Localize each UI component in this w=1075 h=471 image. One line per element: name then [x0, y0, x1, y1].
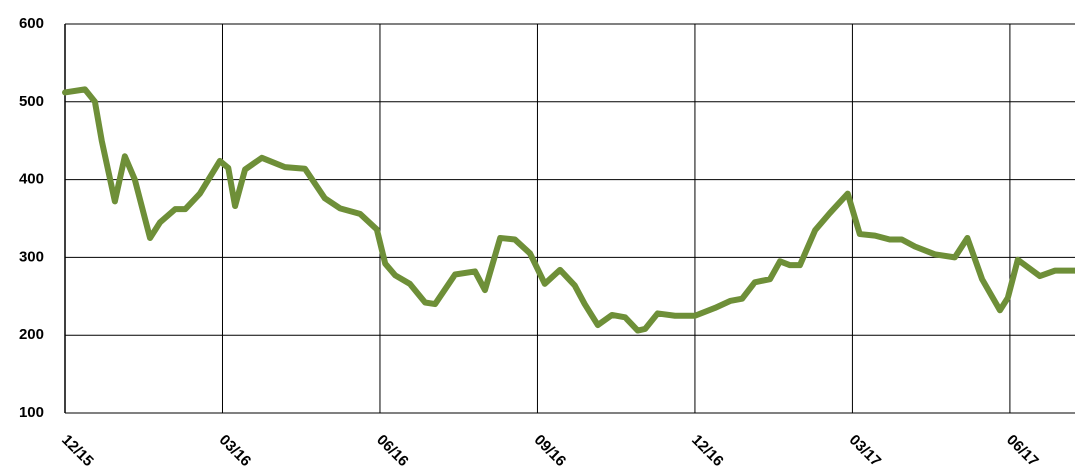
- y-tick-label: 200: [19, 326, 44, 343]
- x-tick-label: 09/16: [531, 431, 570, 470]
- y-tick-label: 400: [19, 171, 44, 188]
- y-tick-label: 600: [19, 15, 44, 32]
- data-line: [62, 86, 1075, 334]
- x-tick-label: 03/16: [216, 431, 255, 470]
- y-tick-label: 100: [19, 404, 44, 421]
- x-tick-label: 12/16: [688, 431, 727, 470]
- x-tick-label: 12/15: [58, 431, 97, 470]
- x-tick-label: 06/17: [1003, 431, 1042, 470]
- x-tick-label: 06/16: [373, 431, 412, 470]
- y-tick-label: 500: [19, 93, 44, 110]
- x-tick-label: 03/17: [846, 431, 885, 470]
- y-tick-label: 300: [19, 248, 44, 265]
